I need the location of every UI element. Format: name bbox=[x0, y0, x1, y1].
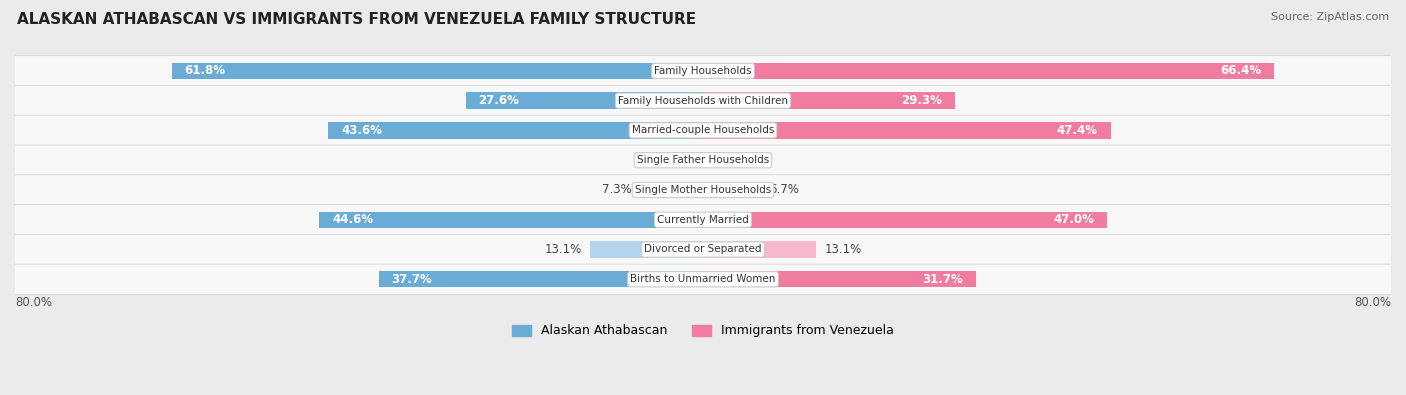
Text: Married-couple Households: Married-couple Households bbox=[631, 126, 775, 135]
Text: Source: ZipAtlas.com: Source: ZipAtlas.com bbox=[1271, 12, 1389, 22]
Text: 66.4%: 66.4% bbox=[1220, 64, 1261, 77]
FancyBboxPatch shape bbox=[6, 56, 1400, 86]
Bar bbox=[465, 92, 703, 109]
Bar bbox=[673, 152, 703, 168]
FancyBboxPatch shape bbox=[6, 205, 1400, 235]
Text: 13.1%: 13.1% bbox=[824, 243, 862, 256]
FancyBboxPatch shape bbox=[6, 234, 1400, 265]
Text: 47.4%: 47.4% bbox=[1057, 124, 1098, 137]
Bar bbox=[319, 212, 703, 228]
Bar bbox=[591, 241, 703, 258]
Text: 3.4%: 3.4% bbox=[636, 154, 665, 167]
FancyBboxPatch shape bbox=[6, 145, 1400, 175]
Bar bbox=[703, 241, 815, 258]
Text: 2.3%: 2.3% bbox=[731, 154, 761, 167]
Bar bbox=[640, 182, 703, 198]
Bar bbox=[703, 271, 976, 288]
Text: 61.8%: 61.8% bbox=[184, 64, 225, 77]
Text: Currently Married: Currently Married bbox=[657, 215, 749, 225]
Bar bbox=[328, 122, 703, 139]
Bar bbox=[378, 271, 703, 288]
Bar bbox=[703, 122, 1111, 139]
Text: Single Father Households: Single Father Households bbox=[637, 155, 769, 165]
Text: 47.0%: 47.0% bbox=[1053, 213, 1094, 226]
Text: 80.0%: 80.0% bbox=[1354, 295, 1391, 308]
Text: 31.7%: 31.7% bbox=[922, 273, 963, 286]
Text: ALASKAN ATHABASCAN VS IMMIGRANTS FROM VENEZUELA FAMILY STRUCTURE: ALASKAN ATHABASCAN VS IMMIGRANTS FROM VE… bbox=[17, 12, 696, 27]
Bar bbox=[703, 152, 723, 168]
FancyBboxPatch shape bbox=[6, 175, 1400, 205]
FancyBboxPatch shape bbox=[6, 115, 1400, 146]
Bar bbox=[703, 182, 761, 198]
Bar bbox=[172, 63, 703, 79]
Text: Births to Unmarried Women: Births to Unmarried Women bbox=[630, 274, 776, 284]
FancyBboxPatch shape bbox=[6, 264, 1400, 294]
Text: 43.6%: 43.6% bbox=[340, 124, 382, 137]
Legend: Alaskan Athabascan, Immigrants from Venezuela: Alaskan Athabascan, Immigrants from Vene… bbox=[508, 320, 898, 342]
Text: 27.6%: 27.6% bbox=[478, 94, 519, 107]
Bar bbox=[703, 92, 955, 109]
Text: 80.0%: 80.0% bbox=[15, 295, 52, 308]
FancyBboxPatch shape bbox=[6, 85, 1400, 116]
Text: Single Mother Households: Single Mother Households bbox=[636, 185, 770, 195]
Text: 37.7%: 37.7% bbox=[392, 273, 433, 286]
Text: Divorced or Separated: Divorced or Separated bbox=[644, 245, 762, 254]
Text: Family Households with Children: Family Households with Children bbox=[619, 96, 787, 105]
Bar bbox=[703, 212, 1107, 228]
Text: 13.1%: 13.1% bbox=[544, 243, 582, 256]
Text: 44.6%: 44.6% bbox=[332, 213, 374, 226]
Bar bbox=[703, 63, 1274, 79]
Text: 6.7%: 6.7% bbox=[769, 183, 799, 196]
Text: Family Households: Family Households bbox=[654, 66, 752, 76]
Text: 29.3%: 29.3% bbox=[901, 94, 942, 107]
Text: 7.3%: 7.3% bbox=[602, 183, 631, 196]
